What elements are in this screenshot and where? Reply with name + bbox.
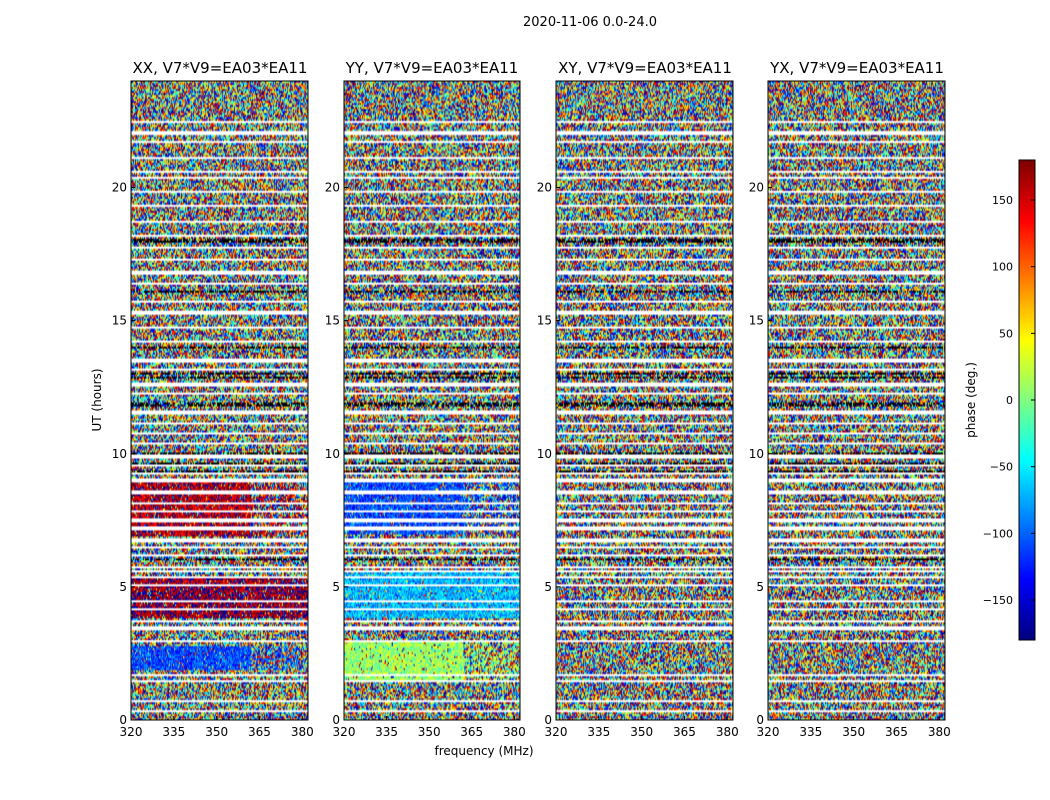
y-tick-label: 10 — [112, 447, 127, 461]
y-tick-label: 5 — [756, 580, 764, 594]
y-tick-label: 5 — [119, 580, 127, 594]
x-tick-label: 380 — [928, 725, 951, 739]
x-tick-label: 350 — [418, 725, 441, 739]
y-tick-label: 15 — [749, 314, 764, 328]
panel-xx: XX, V7*V9=EA03*EA11 320 335 350 365 380 0 5 10… — [112, 59, 314, 739]
x-tick-label: 380 — [716, 725, 739, 739]
x-tick-label: 335 — [587, 725, 610, 739]
panel-frame — [343, 80, 521, 721]
phase-waterfall-image — [344, 81, 520, 720]
panel-yx: YX, V7*V9=EA03*EA11 320 335 350 365 380 0 5 10… — [749, 59, 951, 739]
x-axis-label: frequency (MHz) — [434, 744, 533, 758]
colorbar: 150 100 50 0 −50 −100 −150 phase (deg.) — [964, 159, 1036, 641]
colorbar-tick-label: −150 — [983, 594, 1013, 607]
x-tick-label: 365 — [460, 725, 483, 739]
y-tick-label: 20 — [325, 181, 340, 195]
panel-title: XY, V7*V9=EA03*EA11 — [558, 59, 732, 77]
y-tick-label: 10 — [325, 447, 340, 461]
x-tick-label: 350 — [205, 725, 228, 739]
panel-title: XX, V7*V9=EA03*EA11 — [133, 59, 308, 77]
y-tick-label: 0 — [544, 713, 552, 727]
phase-waterfall-image — [131, 81, 308, 720]
y-tick-label: 15 — [325, 314, 340, 328]
x-tick-label: 350 — [630, 725, 653, 739]
panel-frame — [130, 80, 309, 721]
x-tick-label: 365 — [248, 725, 271, 739]
x-tick-label: 335 — [162, 725, 185, 739]
y-tick-label: 15 — [537, 314, 552, 328]
x-tick-label: 335 — [799, 725, 822, 739]
colorbar-tick-label: −50 — [990, 461, 1013, 474]
colorbar-tick-label: 150 — [992, 194, 1013, 207]
panel-frame — [555, 80, 734, 721]
y-tick-label: 10 — [537, 447, 552, 461]
panel-yy: YY, V7*V9=EA03*EA11 320 335 350 365 380 0 5 10… — [325, 59, 526, 739]
x-tick-label: 380 — [503, 725, 526, 739]
y-tick-label: 20 — [749, 181, 764, 195]
y-tick-label: 20 — [537, 181, 552, 195]
colorbar-tick-label: 0 — [1006, 394, 1013, 407]
x-tick-label: 380 — [291, 725, 314, 739]
y-tick-label: 20 — [112, 181, 127, 195]
x-tick-label: 320 — [333, 725, 356, 739]
colorbar-tick-label: 100 — [992, 261, 1013, 274]
colorbar-tick-label: −100 — [983, 527, 1013, 540]
x-tick-label: 320 — [757, 725, 780, 739]
phase-waterfall-image — [768, 81, 945, 720]
y-tick-label: 0 — [756, 713, 764, 727]
x-tick-label: 365 — [885, 725, 908, 739]
y-tick-label: 5 — [332, 580, 340, 594]
y-tick-label: 0 — [332, 713, 340, 727]
panel-title: YX, V7*V9=EA03*EA11 — [769, 59, 944, 77]
panel-xy: XY, V7*V9=EA03*EA11 320 335 350 365 380 0 5 10… — [537, 59, 739, 739]
x-tick-label: 335 — [375, 725, 398, 739]
panel-title: YY, V7*V9=EA03*EA11 — [345, 59, 519, 77]
x-tick-label: 320 — [545, 725, 568, 739]
phase-waterfall-image — [556, 81, 733, 720]
x-tick-label: 320 — [120, 725, 143, 739]
figure-suptitle: 2020-11-06 0.0-24.0 — [523, 15, 657, 30]
y-axis-label: UT (hours) — [90, 368, 104, 431]
y-tick-label: 0 — [119, 713, 127, 727]
colorbar-tick-label: 50 — [999, 327, 1013, 340]
x-tick-label: 350 — [842, 725, 865, 739]
colorbar-gradient — [1019, 160, 1035, 640]
colorbar-label: phase (deg.) — [964, 362, 978, 438]
y-tick-label: 10 — [749, 447, 764, 461]
x-tick-label: 365 — [673, 725, 696, 739]
y-tick-label: 15 — [112, 314, 127, 328]
panel-frame — [767, 80, 946, 721]
y-tick-label: 5 — [544, 580, 552, 594]
